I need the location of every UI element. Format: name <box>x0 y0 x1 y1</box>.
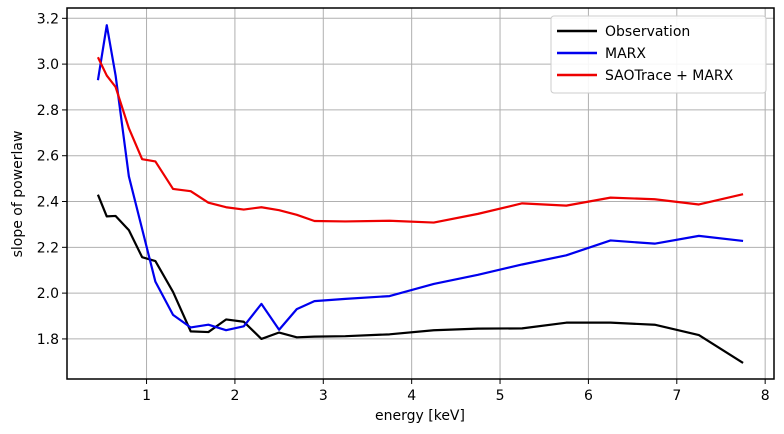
series-layer <box>96 24 744 364</box>
y-axis-label: slope of powerlaw <box>10 131 26 258</box>
x-tick-label: 4 <box>407 388 416 404</box>
x-axis-label: energy [keV] <box>375 408 465 424</box>
x-tick-label: 2 <box>230 388 239 404</box>
ticks: 1 2 3 4 5 6 7 8 1.8 2.0 2.2 2.4 2.6 2.8 3.0 3.2 <box>37 11 770 404</box>
y-tick-label: 2.8 <box>37 103 59 119</box>
x-tick-label: 6 <box>584 388 593 404</box>
legend-box <box>550 15 767 94</box>
series-line-saotrace-marx <box>96 56 744 224</box>
legend-label-marx: MARX <box>605 46 646 62</box>
series-line-observation <box>96 194 744 364</box>
series-line-marx <box>96 24 744 332</box>
x-tick-label: 8 <box>761 388 770 404</box>
legend: Observation MARX SAOTrace + MARX <box>550 15 767 94</box>
y-tick-label: 2.6 <box>37 149 59 165</box>
y-tick-label: 3.0 <box>37 57 59 73</box>
y-tick-label: 2.4 <box>37 195 59 211</box>
y-tick-label: 1.8 <box>37 332 59 348</box>
x-tick-label: 5 <box>496 388 505 404</box>
x-tick-label: 1 <box>142 388 151 404</box>
legend-label-observation: Observation <box>605 24 690 40</box>
y-tick-label: 2.0 <box>37 286 59 302</box>
legend-label-saotrace-marx: SAOTrace + MARX <box>605 68 734 84</box>
plot-frame <box>66 7 775 380</box>
x-tick-label: 3 <box>319 388 328 404</box>
x-tick-label: 7 <box>672 388 681 404</box>
y-tick-label: 2.2 <box>37 240 59 256</box>
y-tick-label: 3.2 <box>37 11 59 27</box>
